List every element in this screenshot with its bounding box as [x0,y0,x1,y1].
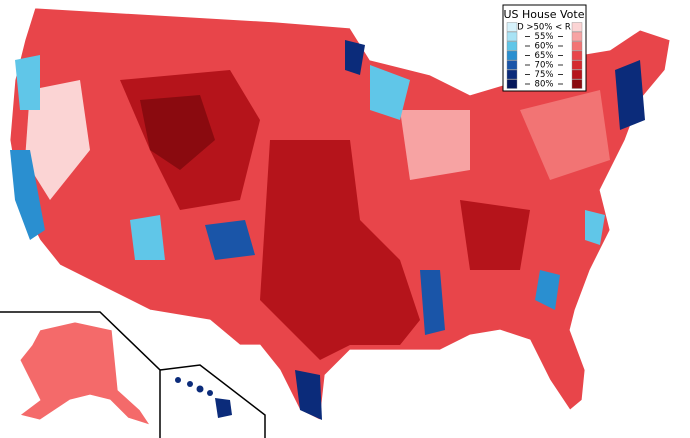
region-blue [345,40,365,75]
legend-threshold: 70% [535,61,554,71]
inset-border [0,311,161,438]
legend-swatch-d [506,50,518,61]
region-blue [535,270,560,310]
region-blue [585,210,605,245]
legend-swatch-r [571,60,583,70]
legend-swatch-r [571,22,583,32]
region-light [400,110,470,180]
legend-swatch-d [506,69,518,80]
legend-header: D >50% < R [517,23,571,33]
legend-swatch-d [506,22,518,32]
region-blue [205,220,255,260]
legend-swatch-d [506,31,518,42]
legend-threshold: 65% [535,51,554,61]
legend-title: US House Vote [504,8,585,21]
alaska [19,321,151,426]
region-blue [10,150,45,240]
legend-swatch-r [571,69,583,80]
region-dark [260,140,420,360]
hawaii [175,377,232,418]
legend-swatch-d [506,41,518,51]
legend-threshold: 60% [535,42,554,52]
inset-border [159,364,266,438]
legend-threshold: 55% [535,32,554,42]
legend-threshold: 75% [535,70,554,80]
legend-swatch-r [571,50,583,61]
legend-swatch-d [506,60,518,70]
region-blue [370,65,410,120]
region-dark [140,95,215,170]
region-blue [15,55,40,110]
legend-threshold: 80% [535,80,554,90]
region-blue [295,370,322,420]
region-light [520,90,610,180]
region-blue [420,270,445,335]
region-blue [615,60,645,130]
region-light [25,80,90,200]
legend-swatch-r [571,31,583,42]
region-blue [130,215,165,260]
legend-swatch-d [506,79,518,89]
region-dark [460,200,530,270]
legend-swatch-r [571,79,583,89]
legend-swatch-r [571,41,583,51]
legend: US House Vote D >50% < R55%60%65%70%75%8… [502,4,587,92]
